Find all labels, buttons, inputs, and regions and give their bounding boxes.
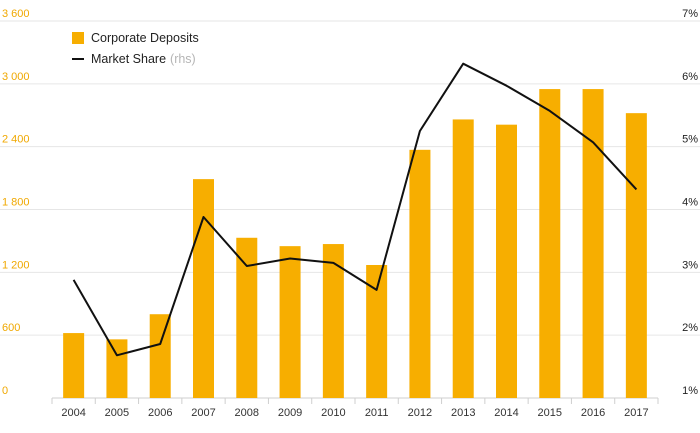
right-tick-label: 5% (682, 134, 698, 146)
x-axis: 2004 2005 2006 2007 2008 2009 2010 2011 2012 2013… (51, 398, 659, 419)
right-tick-label: 7% (682, 8, 698, 20)
bar-2007 (193, 179, 214, 398)
x-tick-label: 2004 (61, 407, 85, 419)
legend-item-corporate-deposits: Corporate Deposits (72, 28, 199, 48)
bar-2011 (366, 265, 388, 398)
bar-2013 (452, 119, 474, 398)
bar-2004 (63, 333, 85, 398)
bar-2012 (409, 149, 431, 398)
legend-swatch-bar (72, 32, 84, 44)
x-tick-label: 2017 (624, 407, 648, 419)
bar-2017 (625, 113, 647, 399)
bar-2009 (279, 246, 301, 398)
left-tick-label: 0 (2, 385, 8, 397)
x-tick-label: 2013 (451, 407, 475, 419)
x-tick-label: 2016 (581, 407, 605, 419)
left-tick-label: 1 800 (2, 197, 30, 209)
legend-swatch-line (72, 58, 84, 60)
right-tick-label: 6% (682, 71, 698, 83)
market-share-line (72, 62, 638, 357)
bar-2008 (236, 237, 258, 398)
bar-2006 (149, 314, 171, 398)
bar-2010 (322, 244, 344, 398)
right-tick-label: 1% (682, 385, 698, 397)
legend-label-corporate-deposits: Corporate Deposits (91, 31, 199, 45)
x-tick-label: 2005 (105, 407, 129, 419)
left-tick-label: 3 600 (2, 8, 30, 20)
x-tick-label: 2012 (408, 407, 432, 419)
legend-label-market-share: Market Share (91, 52, 167, 66)
legend-unit-rhs: (rhs) (170, 52, 196, 66)
right-tick-label: 4% (682, 197, 698, 209)
x-tick-label: 2011 (365, 407, 389, 419)
x-tick-label: 2008 (235, 407, 259, 419)
x-tick-label: 2015 (538, 407, 562, 419)
right-tick-label: 3% (682, 259, 698, 271)
bar-series-corporate-deposits (63, 89, 647, 399)
left-tick-label: 2 400 (2, 134, 30, 146)
right-tick-label: 2% (682, 322, 698, 334)
bar-2016 (582, 89, 604, 398)
left-tick-label: 1 200 (2, 259, 30, 271)
left-tick-label: 3 000 (2, 71, 30, 83)
x-tick-label: 2014 (494, 407, 518, 419)
x-tick-label: 2007 (191, 407, 215, 419)
bar-2005 (106, 339, 128, 398)
line-series-market-share (72, 62, 638, 357)
x-tick-label: 2010 (321, 407, 345, 419)
legend: Corporate Deposits Market Share (rhs) (72, 28, 199, 70)
left-tick-label: 600 (2, 322, 20, 334)
bar-2015 (539, 89, 561, 398)
bar-2014 (496, 124, 517, 399)
right-y-axis: 1% 2% 3% 4% 5% 6% 7% (682, 8, 698, 397)
x-tick-label: 2006 (148, 407, 172, 419)
x-tick-label: 2009 (278, 407, 302, 419)
left-y-axis: 0 600 1 200 1 800 2 400 3 000 3 600 (2, 8, 30, 397)
legend-item-market-share: Market Share (rhs) (72, 49, 199, 69)
